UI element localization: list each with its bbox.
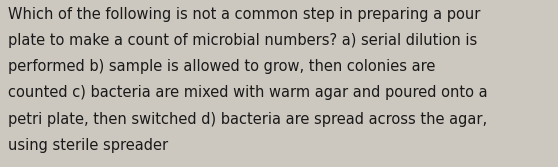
Text: Which of the following is not a common step in preparing a pour: Which of the following is not a common s… <box>8 7 480 22</box>
Text: performed b) sample is allowed to grow, then colonies are: performed b) sample is allowed to grow, … <box>8 59 435 74</box>
Text: petri plate, then switched d) bacteria are spread across the agar,: petri plate, then switched d) bacteria a… <box>8 112 487 127</box>
Text: using sterile spreader: using sterile spreader <box>8 138 168 153</box>
Text: plate to make a count of microbial numbers? a) serial dilution is: plate to make a count of microbial numbe… <box>8 33 477 48</box>
Text: counted c) bacteria are mixed with warm agar and poured onto a: counted c) bacteria are mixed with warm … <box>8 85 488 100</box>
